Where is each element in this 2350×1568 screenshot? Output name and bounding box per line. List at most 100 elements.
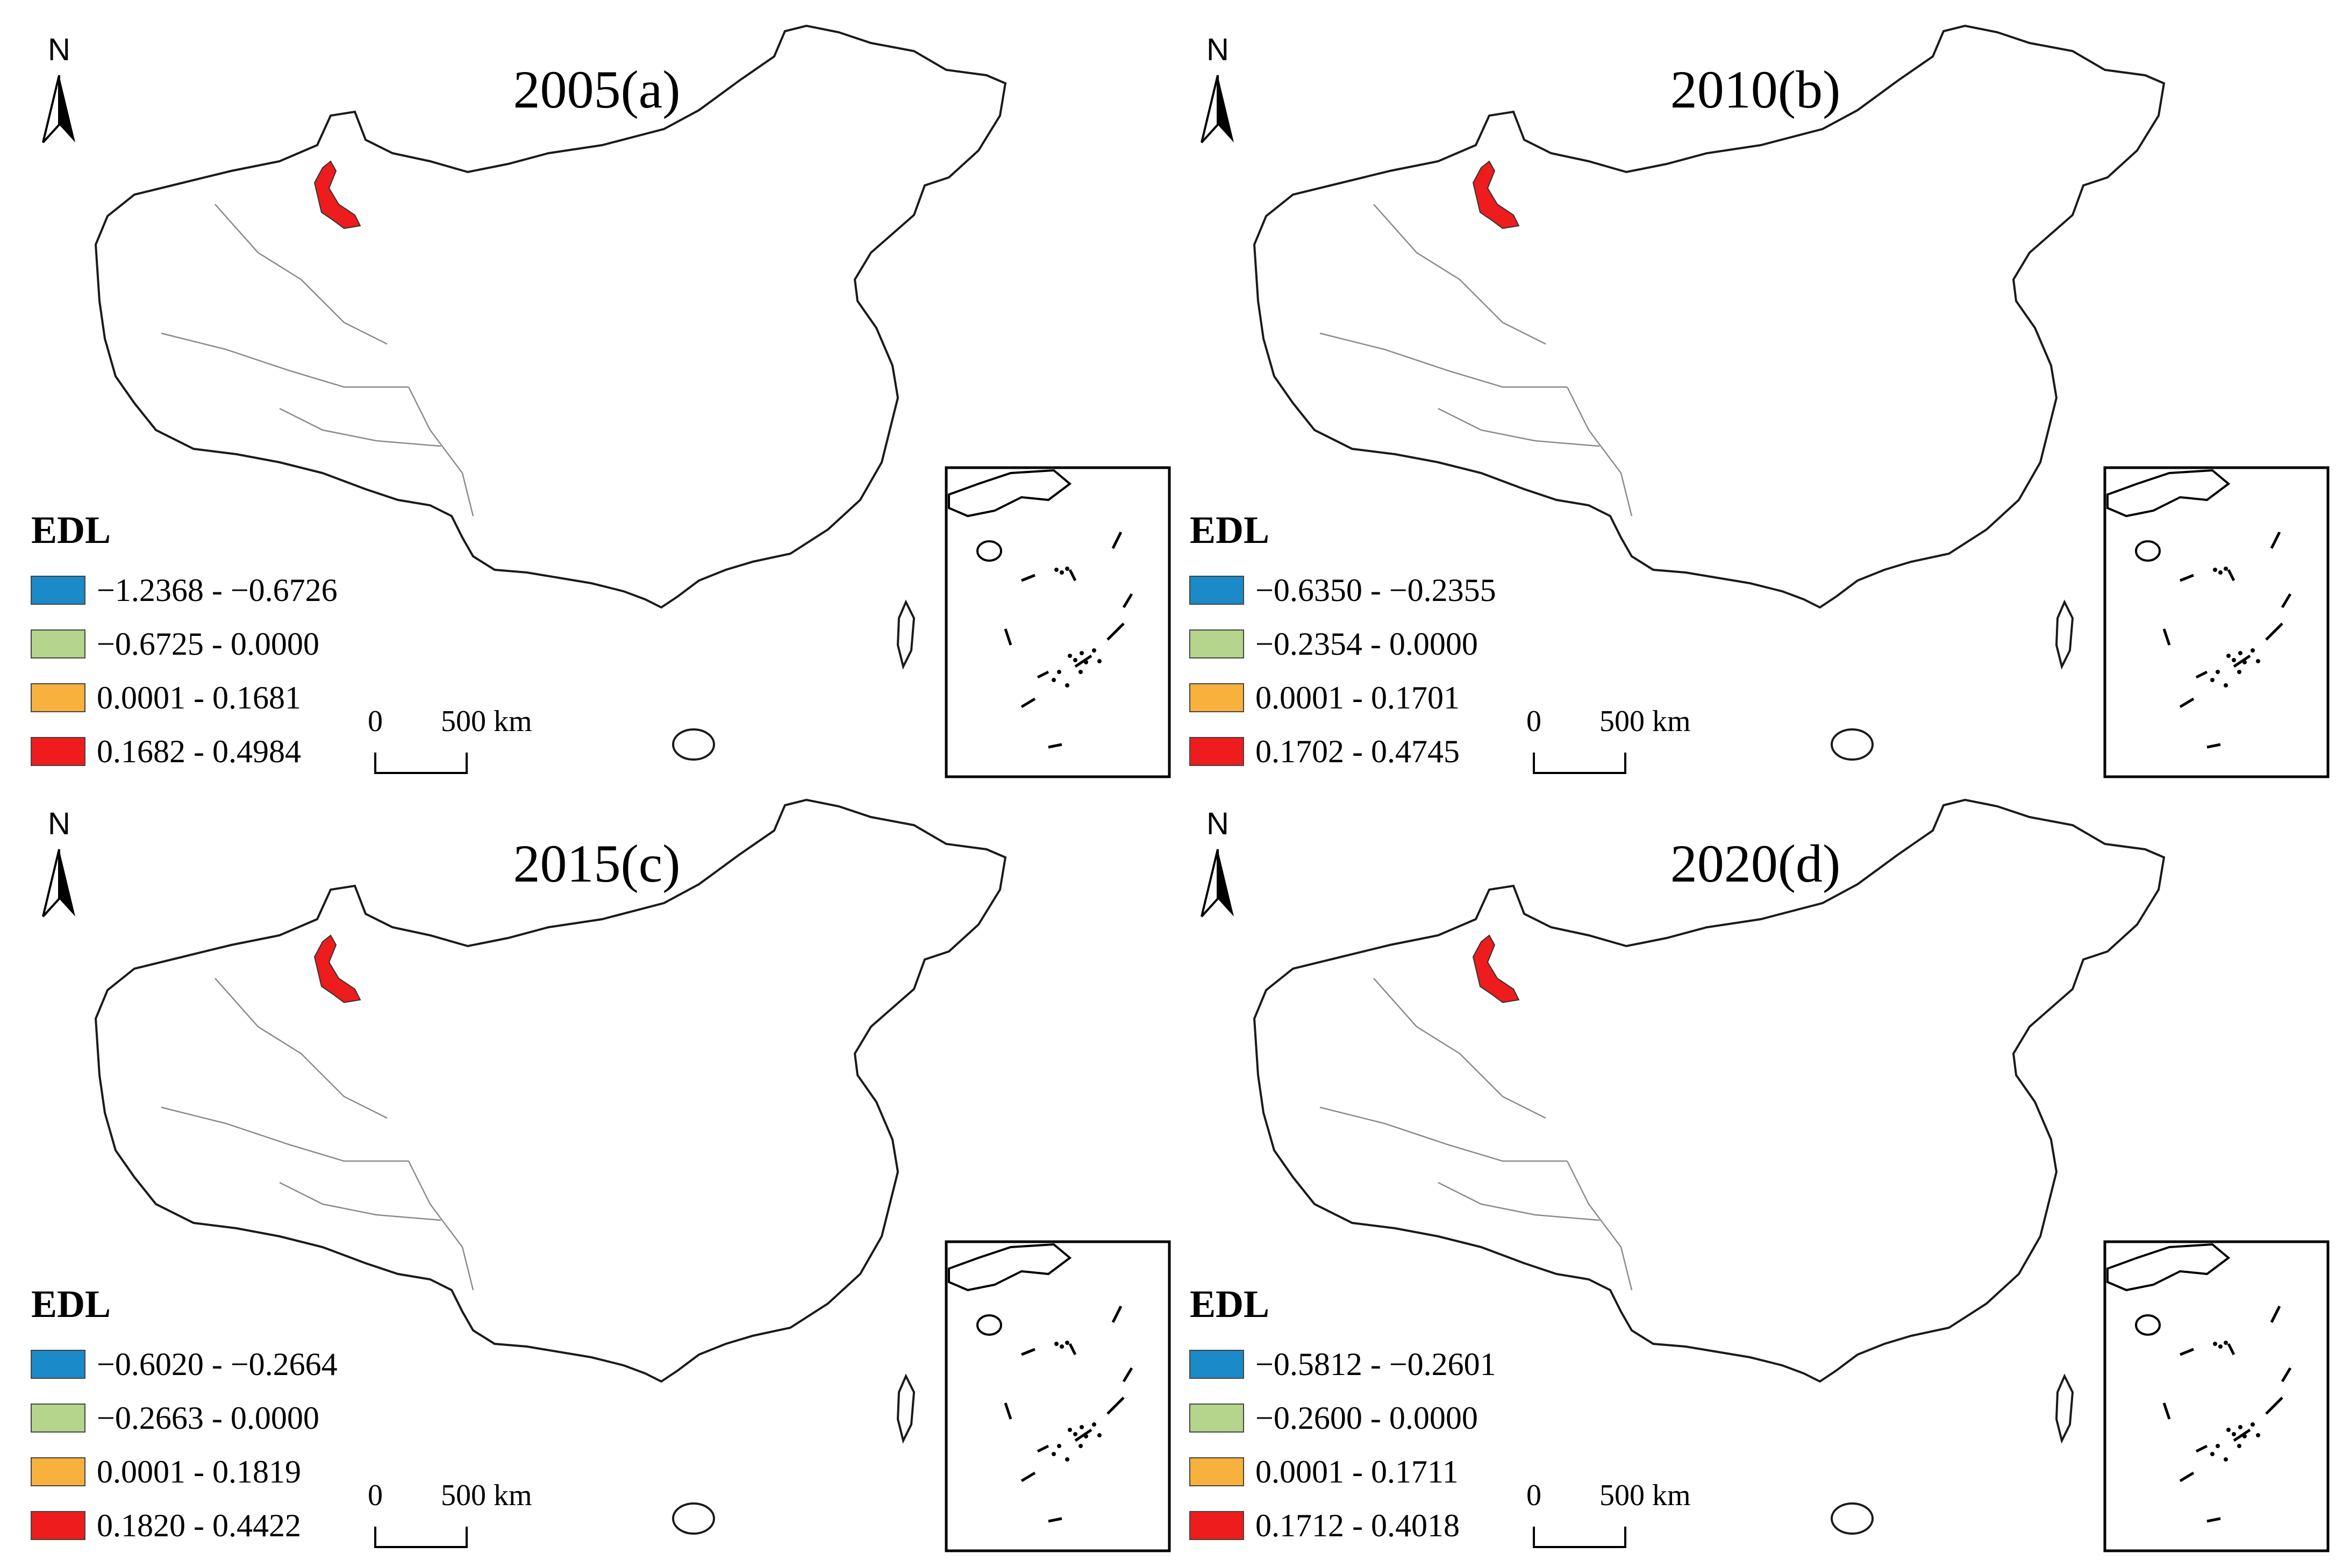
inset-dash-4: [1004, 628, 1012, 646]
south-china-sea-inset: [945, 1240, 1171, 1552]
legend-swatch-0: [31, 1350, 85, 1379]
inset-dash-3: [1122, 593, 1133, 608]
legend-swatch-1: [1189, 629, 1244, 658]
inset-island-0: [2213, 568, 2217, 572]
scale-bar: 0 500 km: [368, 1479, 532, 1548]
inset-dash-1: [2227, 1343, 2235, 1356]
inset-dash-5: [2195, 670, 2208, 679]
province-boundary-1: [161, 1106, 409, 1162]
legend-swatch-2: [31, 683, 85, 712]
legend-swatch-2: [31, 1457, 85, 1486]
inset-dash-5: [2195, 1444, 2208, 1453]
legend-label-3: 0.1820 - 0.4422: [97, 1508, 301, 1543]
south-china-sea-inset: [2103, 466, 2330, 778]
xinjiang-red-region: [1472, 934, 1520, 1004]
inset-island-2: [1065, 567, 1069, 571]
inset-dash-0: [2180, 574, 2194, 582]
inset-island-11: [1065, 1457, 1069, 1462]
inset-island-3: [2226, 654, 2231, 658]
map-panel-1: 2010(b) N EDL −0.6350 - −0.2355 −0.2354 - 0.…: [1189, 25, 2330, 778]
map-panel-0: 2005(a) N EDL −1.2368 - −0.6726 −0.6725 - 0.…: [31, 25, 1171, 778]
legend-title: EDL: [31, 1283, 111, 1326]
province-boundary-2: [1438, 407, 1600, 447]
inset-frame: [945, 466, 1171, 778]
inset-island-3: [2226, 1428, 2231, 1432]
legend-label-3: 0.1712 - 0.4018: [1255, 1508, 1460, 1543]
inset-island-5: [2238, 651, 2242, 655]
panel-title: 2010(b): [1670, 60, 1841, 119]
inset-dash-6: [2233, 654, 2251, 668]
xinjiang-red-region: [1472, 160, 1520, 230]
inset-island-11: [2224, 683, 2228, 688]
inset-island-9: [2216, 670, 2220, 674]
legend: EDL −1.2368 - −0.6726 −0.6725 - 0.0000 0.00…: [31, 509, 338, 769]
inset-island-8: [2256, 659, 2260, 663]
inset-dash-8: [2179, 697, 2195, 708]
inset-island-3: [1068, 1428, 1072, 1432]
taiwan-island: [896, 599, 916, 670]
inset-dash-4: [2162, 1402, 2171, 1420]
scale-bar: 0 500 km: [1526, 705, 1691, 774]
legend: EDL −0.6350 - −0.2355 −0.2354 - 0.0000 0.00…: [1189, 509, 1496, 769]
inset-island-12: [1078, 1444, 1083, 1448]
panel-title: 2015(c): [513, 834, 681, 893]
inset-island-2: [2224, 1341, 2228, 1345]
inset-dash-5: [1037, 1444, 1049, 1453]
inset-island-1: [2218, 1344, 2223, 1349]
inset-island-4: [1073, 1432, 1077, 1436]
scale-line: [374, 1527, 468, 1548]
hainan-island: [1831, 728, 1874, 761]
xinjiang-red-region: [313, 934, 361, 1004]
legend-label-0: −0.6020 - −0.2664: [97, 1347, 338, 1382]
scale-distance-label: 500 km: [1599, 1479, 1691, 1512]
taiwan-island: [896, 1373, 916, 1444]
legend-title: EDL: [31, 509, 111, 552]
province-boundary-3: [1566, 1161, 1633, 1291]
panel-title: 2005(a): [513, 60, 681, 119]
inset-island-8: [1097, 1433, 1102, 1437]
province-boundary-2: [279, 1182, 441, 1221]
province-boundary-0: [215, 204, 388, 345]
scale-bar: 0 500 km: [368, 705, 532, 774]
scale-line: [1533, 753, 1626, 774]
inset-dash-9: [1048, 1517, 1062, 1523]
legend-label-2: 0.0001 - 0.1681: [97, 680, 301, 715]
inset-dash-9: [2206, 1517, 2221, 1523]
inset-island-1: [1060, 1344, 1064, 1349]
legend-swatch-0: [1189, 576, 1244, 605]
inset-hainan: [2135, 1314, 2161, 1336]
legend-swatch-1: [31, 629, 85, 658]
legend-swatch-3: [31, 1511, 85, 1540]
scale-line: [374, 753, 468, 774]
inset-frame: [2103, 1240, 2330, 1552]
map-panel-2: 2015(c) N EDL −0.6020 - −0.2664 −0.2663 - 0.…: [31, 799, 1171, 1552]
panel-title: 2020(d): [1670, 834, 1841, 893]
province-boundary-3: [408, 386, 474, 517]
inset-dash-8: [1020, 697, 1036, 708]
province-boundary-3: [1566, 386, 1633, 517]
south-china-sea-inset: [945, 466, 1171, 778]
inset-island-10: [2210, 1452, 2215, 1456]
inset-island-10: [1052, 1452, 1056, 1456]
scale-bar: 0 500 km: [1526, 1479, 1691, 1548]
inset-dash-0: [1021, 1348, 1035, 1356]
legend-swatch-3: [31, 737, 85, 766]
inset-island-4: [2232, 1432, 2236, 1436]
inset-dash-6: [1074, 1428, 1092, 1442]
legend-swatch-1: [31, 1404, 85, 1433]
scale-distance-label: 500 km: [441, 1479, 532, 1512]
inset-island-2: [2224, 567, 2228, 571]
hainan-island: [1831, 1502, 1874, 1535]
inset-island-1: [1060, 570, 1064, 575]
legend-label-0: −0.5812 - −0.2601: [1255, 1347, 1496, 1382]
inset-frame: [945, 1240, 1171, 1552]
inset-island-12: [2237, 670, 2241, 674]
legend-label-2: 0.0001 - 0.1711: [1255, 1454, 1459, 1490]
scale-zero-label: 0: [1526, 705, 1541, 738]
inset-island-9: [2216, 1444, 2220, 1448]
north-label: N: [1206, 32, 1229, 67]
inset-island-0: [1054, 1342, 1059, 1346]
legend: EDL −0.6020 - −0.2664 −0.2663 - 0.0000 0.00…: [31, 1283, 338, 1543]
inset-dash-3: [2281, 593, 2292, 608]
